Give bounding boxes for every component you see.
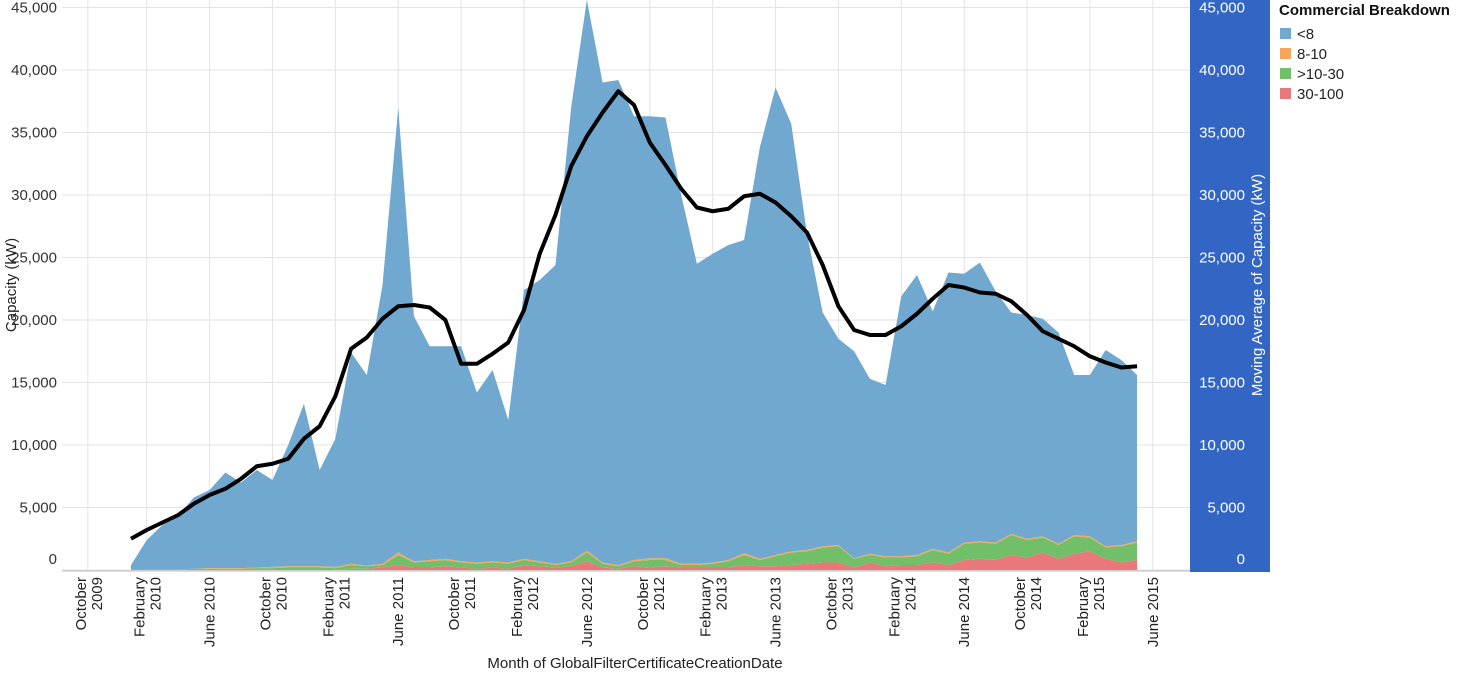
legend-swatch [1280,48,1291,59]
x-tick-label: October2010 [257,577,290,630]
x-tick-label: October2009 [73,577,106,630]
y-axis-left: 0 5,000 10,000 15,000 20,000 25,000 30,000 35,0… [11,0,57,568]
area-series--10-30 [131,535,1138,570]
x-tick-line: February [509,577,526,638]
x-tick-label: October2011 [446,577,479,630]
y-tick-label: 40,000 [11,62,57,79]
y2-axis-title: Moving Average of Capacity (kW) [1249,174,1266,396]
y2-tick-label: 10,000 [1199,437,1245,454]
legend-title: Commercial Breakdown [1279,2,1450,19]
x-tick-line: June 2011 [390,577,407,646]
x-tick-line: October [823,577,840,630]
x-tick-label: February2015 [1075,577,1108,638]
y2-tick-label: 45,000 [1199,0,1245,17]
y2-tick-label: 30,000 [1199,187,1245,204]
x-tick-label: June 2011 [390,577,407,646]
y2-tick-label: 15,000 [1199,375,1245,392]
y-axis-right: 0 5,000 10,000 15,000 20,000 25,000 30,000 35,0… [1199,0,1245,568]
legend-label: 8-10 [1297,46,1327,63]
x-tick-line: February [698,577,715,638]
x-tick-line: February [320,577,337,638]
x-tick-label: October2014 [1012,577,1045,630]
x-tick-line: 2012 [651,577,668,610]
y-tick-label: 10,000 [11,437,57,454]
x-axis-title: Month of GlobalFilterCertificateCreation… [487,655,782,672]
x-tick-label: June 2012 [579,577,596,647]
x-tick-label: June 2014 [956,577,973,647]
y-tick-label: 20,000 [11,312,57,329]
legend-swatch [1280,88,1291,99]
legend-label: 30-100 [1297,86,1344,103]
y-tick-label: 15,000 [11,375,57,392]
y2-tick-label: 40,000 [1199,62,1245,79]
y2-tick-label: 25,000 [1199,250,1245,267]
x-tick-label: February2013 [698,577,731,638]
x-tick-line: 2011 [336,577,353,609]
legend-label: >10-30 [1297,66,1344,83]
x-tick-line: February [886,577,903,638]
x-tick-line: June 2012 [579,577,596,647]
moving-average-line [130,89,1138,541]
x-tick-line: 2012 [525,577,542,610]
x-tick-line: October [635,577,652,630]
y-tick-label: 30,000 [11,187,57,204]
x-tick-line: 2013 [714,577,731,610]
x-tick-line: 2014 [1028,577,1045,610]
legend-swatch [1280,28,1291,39]
x-tick-label: February2012 [509,577,542,638]
legend-label: <8 [1297,26,1314,43]
y-tick-label: 25,000 [11,250,57,267]
x-axis: October2009 February2010 June 2010 October2… [73,577,1162,648]
legend: Commercial Breakdown <8 8-10 >10-30 30-100 [1279,2,1450,103]
y2-tick-label: 0 [1237,551,1245,568]
x-tick-label: February2014 [886,577,919,638]
x-tick-label: June 2013 [768,577,785,647]
y-tick-label: 35,000 [11,125,57,142]
x-tick-line: February [1075,577,1092,638]
x-tick-label: October2012 [635,577,668,630]
x-tick-line: October [257,577,274,630]
x-tick-line: 2015 [1091,577,1108,610]
y-tick-label: 45,000 [11,0,57,17]
x-tick-line: October [1012,577,1029,630]
legend-swatch [1280,68,1291,79]
x-tick-label: February2010 [132,577,165,638]
x-tick-line: 2010 [273,577,290,610]
y2-tick-label: 5,000 [1207,500,1245,517]
x-tick-label: June 2010 [202,577,219,647]
x-tick-line: 2011 [462,577,479,609]
x-tick-line: 2014 [902,577,919,610]
x-tick-line: 2009 [89,577,106,610]
x-tick-line: June 2015 [1145,577,1162,647]
y2-tick-label: 35,000 [1199,125,1245,142]
x-tick-line: February [132,577,149,638]
area-series--8 [131,0,1138,570]
y-tick-label: 5,000 [19,500,57,517]
y2-tick-label: 20,000 [1199,312,1245,329]
x-tick-line: June 2010 [202,577,219,647]
x-tick-line: October [73,577,90,630]
x-tick-line: 2013 [839,577,856,610]
x-tick-line: October [446,577,463,630]
x-tick-line: June 2014 [956,577,973,647]
y-axis-title: Capacity (kW) [3,238,20,332]
y-tick-label: 0 [49,551,57,568]
x-tick-line: June 2013 [768,577,785,647]
x-tick-label: October2013 [823,577,856,630]
x-tick-label: June 2015 [1145,577,1162,647]
y-axis-right-band [1190,0,1270,572]
x-tick-line: 2010 [148,577,165,610]
moving-average-polyline [130,89,1138,541]
x-tick-label: February2011 [320,577,353,638]
area-series-8-10 [131,533,1138,570]
stacked-areas [131,0,1138,570]
